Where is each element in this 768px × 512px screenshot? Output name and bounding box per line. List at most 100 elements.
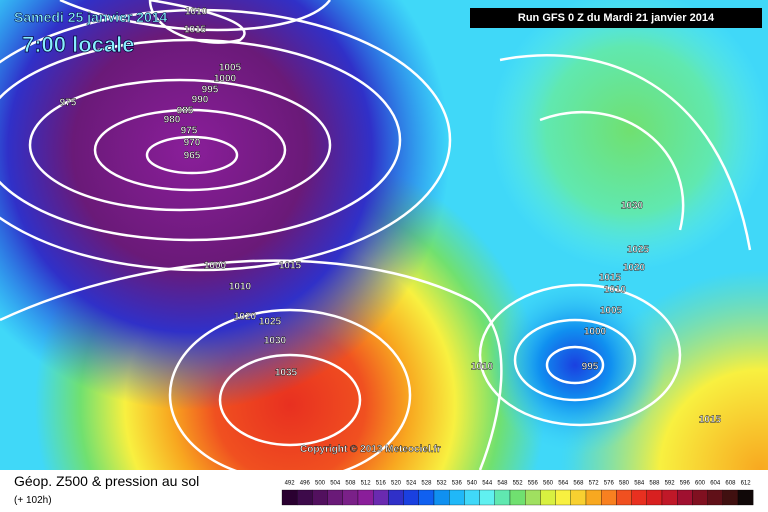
isobar-label: 1025 <box>627 245 650 256</box>
legend-label: 516 <box>376 481 387 487</box>
legend-swatch <box>570 489 587 506</box>
valid-date: Samedi 25 janvier 2014 <box>14 9 168 25</box>
isobar-labels: 1010101510051000995990975985980975970965… <box>59 6 722 426</box>
legend-swatch <box>525 489 541 506</box>
isobar-label: 1005 <box>600 306 623 317</box>
isobar-label: 1010 <box>471 362 494 373</box>
isobar-label: 1000 <box>204 261 227 272</box>
legend-swatch <box>707 489 723 506</box>
isobar-label: 1010 <box>229 282 252 293</box>
legend-label: 536 <box>452 481 463 487</box>
legend-label: 592 <box>665 481 676 487</box>
legend-swatch <box>555 489 571 506</box>
isobar-label: 980 <box>164 115 181 126</box>
legend-swatch <box>373 489 389 506</box>
run-box <box>470 8 762 28</box>
isobar-label: 975 <box>60 98 77 109</box>
legend-swatch <box>418 489 435 506</box>
isobar-label: 1000 <box>584 327 607 338</box>
legend-swatch <box>646 489 663 506</box>
legend-swatch <box>585 489 602 506</box>
map-field <box>0 0 768 470</box>
legend-swatch <box>509 489 526 506</box>
legend-label: 548 <box>497 481 508 487</box>
isobar-label: 1025 <box>259 317 282 328</box>
legend-swatch <box>357 489 374 506</box>
legend-label: 492 <box>285 481 296 487</box>
legend-swatch <box>479 489 495 506</box>
isobar-label: 1015 <box>699 415 722 426</box>
legend-label: 580 <box>619 481 630 487</box>
legend-swatch <box>737 489 754 506</box>
legend-swatch <box>631 489 647 506</box>
legend-label: 584 <box>634 481 645 487</box>
legend-label: 540 <box>467 481 478 487</box>
legend-label: 504 <box>330 481 341 487</box>
legend-label: 520 <box>391 481 402 487</box>
legend-label: 528 <box>421 481 432 487</box>
legend-label: 604 <box>710 481 721 487</box>
isobar-label: 1005 <box>219 63 242 74</box>
legend-label: 612 <box>741 481 752 487</box>
legend-label: 608 <box>725 481 736 487</box>
legend-swatch <box>722 489 739 506</box>
legend-swatch <box>281 489 298 506</box>
legend-label: 588 <box>649 481 660 487</box>
isobar-label: 1030 <box>264 336 287 347</box>
isobar-label: 1035 <box>275 368 298 379</box>
legend-swatch <box>388 489 404 506</box>
legend-label: 524 <box>406 481 417 487</box>
legend-swatch <box>677 489 693 506</box>
legend-label: 556 <box>528 481 539 487</box>
legend-swatch <box>661 489 678 506</box>
legend-label: 576 <box>604 481 615 487</box>
legend-swatch <box>494 489 511 506</box>
run-info: Run GFS 0 Z du Mardi 21 janvier 2014 <box>518 12 715 24</box>
legend-label: 544 <box>482 481 493 487</box>
legend-swatch <box>692 489 708 506</box>
isobar-label: 970 <box>184 138 201 149</box>
isobar-label: 975 <box>181 126 198 137</box>
isobar-label: 1010 <box>185 7 208 18</box>
legend-label: 512 <box>361 481 372 487</box>
legend-swatch <box>312 489 328 506</box>
legend-label: 600 <box>695 481 706 487</box>
legend-swatch <box>540 489 556 506</box>
copyright: Copyright © 2013 Meteociel.fr <box>300 444 441 455</box>
legend-swatch <box>601 489 617 506</box>
isobar-label: 1000 <box>214 74 237 85</box>
legend-swatch <box>403 489 419 506</box>
legend-label: 496 <box>300 481 311 487</box>
legend-label: 568 <box>573 481 584 487</box>
legend-swatch <box>297 489 313 506</box>
footer-title: Géop. Z500 & pression au sol <box>14 473 199 489</box>
legend-label: 508 <box>345 481 356 487</box>
legend-label: 560 <box>543 481 554 487</box>
isobars <box>0 0 752 471</box>
legend-swatch <box>449 489 465 506</box>
isobar-label: 1020 <box>234 312 257 323</box>
isobar-label: 985 <box>177 106 194 117</box>
isobar-label: 1020 <box>623 263 646 274</box>
isobar-label: 1030 <box>621 201 644 212</box>
valid-time: 7:00 locale <box>22 32 135 57</box>
isobar-label: 1015 <box>184 25 207 36</box>
legend-swatch <box>464 489 480 506</box>
color-legend: 492 496 500 504 508 512 516 520 524 528 532 536 540 5… <box>281 481 754 506</box>
isobar-label: 995 <box>202 85 219 96</box>
legend-label: 552 <box>513 481 524 487</box>
legend-label: 596 <box>680 481 691 487</box>
forecast-lead: (+ 102h) <box>14 495 52 506</box>
isobar-label: 1015 <box>599 273 622 284</box>
isobar-label: 1010 <box>604 285 627 296</box>
legend-swatch <box>327 489 343 506</box>
legend-swatch <box>433 489 450 506</box>
isobar-label: 1015 <box>279 261 302 272</box>
isobar-label: 965 <box>184 151 201 162</box>
legend-label: 532 <box>437 481 448 487</box>
legend-swatch <box>342 489 359 506</box>
legend-label: 572 <box>589 481 600 487</box>
isobar-label: 995 <box>582 362 599 373</box>
